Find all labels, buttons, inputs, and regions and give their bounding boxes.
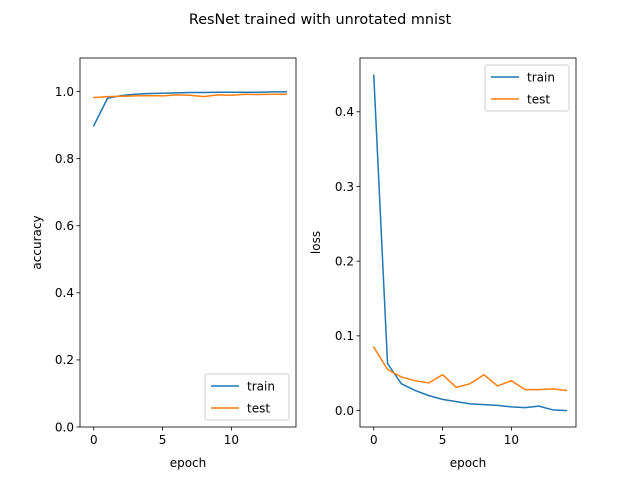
loss-y-tick-label: 0.1 [335, 329, 354, 343]
loss-panel: 0 5 10 0.0 0.1 0.2 0.3 0.4 epoch loss train test [309, 57, 577, 470]
accuracy-axes-frame [79, 57, 297, 428]
accuracy-y-tick-label: 0.8 [55, 152, 74, 166]
accuracy-x-tick-label: 0 [90, 433, 98, 447]
accuracy-train-line [92, 91, 288, 127]
loss-legend-train-label: train [527, 70, 555, 84]
accuracy-legend-train-label: train [247, 379, 275, 393]
accuracy-x-tick-label: 5 [159, 433, 167, 447]
loss-legend: train test [484, 64, 570, 112]
accuracy-panel: 0 5 10 0.0 0.2 0.4 0.6 0.8 1.0 epoch accuracy train… [30, 57, 297, 470]
loss-test-line [372, 346, 568, 392]
loss-x-tick-label: 5 [439, 433, 447, 447]
accuracy-x-axis-label: epoch [170, 456, 207, 470]
loss-x-axis-label: epoch [450, 456, 487, 470]
accuracy-legend: train test [204, 373, 290, 421]
loss-train-line [372, 74, 568, 412]
loss-y-tick-label: 0.0 [335, 404, 354, 418]
accuracy-test-line [92, 93, 288, 99]
loss-y-tick-label: 0.4 [335, 105, 354, 119]
accuracy-y-tick-label: 0.4 [55, 286, 74, 300]
figure-title: ResNet trained with unrotated mnist [189, 12, 452, 28]
accuracy-y-tick-label: 1.0 [55, 85, 74, 99]
accuracy-y-tick-label: 0.2 [55, 353, 74, 367]
loss-y-tick-label: 0.3 [335, 180, 354, 194]
loss-x-tick-label: 0 [370, 433, 378, 447]
accuracy-y-axis-label: accuracy [30, 215, 44, 269]
loss-x-tick-label: 10 [504, 433, 519, 447]
loss-y-tick-label: 0.2 [335, 254, 354, 268]
accuracy-y-tick-label: 0.0 [55, 420, 74, 434]
loss-y-axis-label: loss [309, 231, 323, 254]
loss-legend-test-label: test [527, 92, 550, 106]
loss-axes-frame [359, 57, 577, 428]
accuracy-x-tick-label: 10 [224, 433, 239, 447]
accuracy-y-tick-label: 0.6 [55, 219, 74, 233]
accuracy-legend-test-label: test [247, 401, 270, 415]
